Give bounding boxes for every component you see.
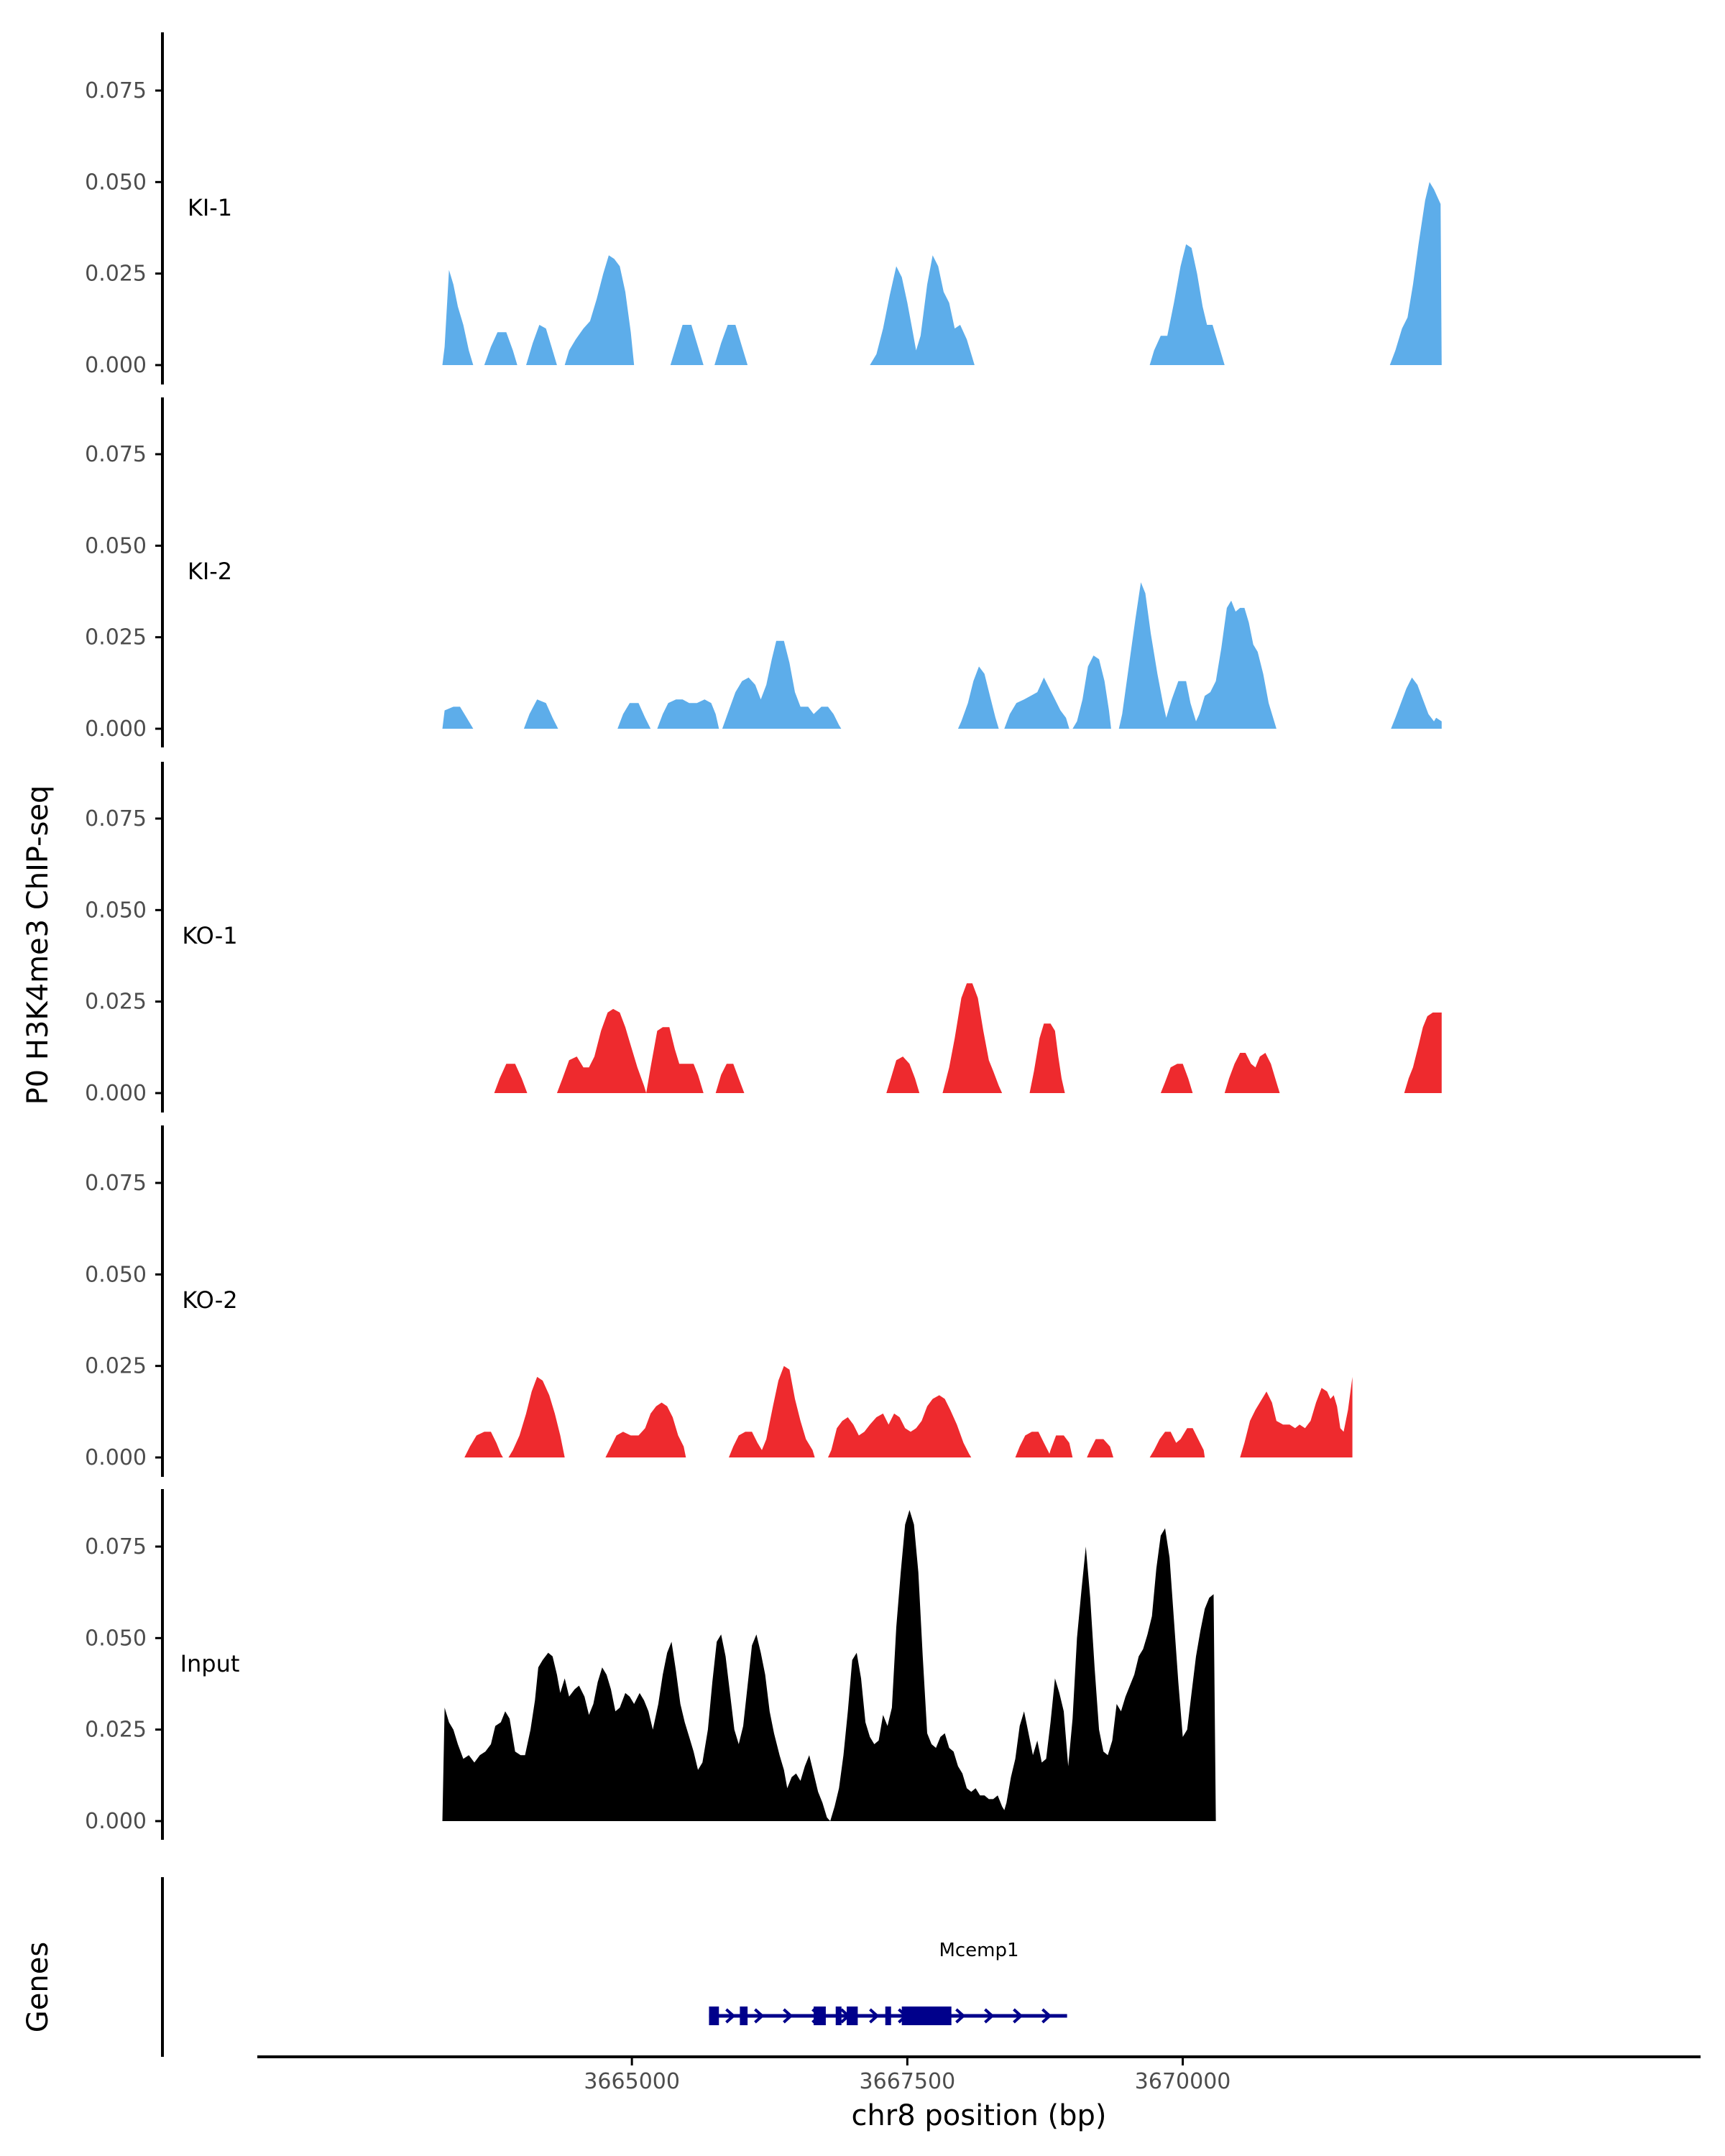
track-ki-1: 0.000 0.025 0.050 0.075 KI-1 [85, 32, 1442, 384]
y-tick-label: 0.000 [85, 1445, 147, 1470]
track-ki-2: 0.000 0.025 0.050 0.075 KI-2 [85, 397, 1442, 747]
track-label: KO-1 [182, 922, 237, 949]
strand-arrow [725, 2008, 736, 2024]
y-tick-label: 0.075 [85, 1534, 147, 1560]
y-tick-label: 0.075 [85, 806, 147, 831]
track-label: KO-2 [182, 1286, 237, 1314]
y-tick-label: 0.025 [85, 625, 147, 650]
x-tick-label: 3667500 [860, 2069, 956, 2094]
strand-arrow [1041, 2008, 1052, 2024]
strand-arrow [783, 2008, 794, 2024]
genes-track-label: Genes [22, 1942, 55, 2032]
x-tick-label: 3665000 [584, 2069, 680, 2094]
strand-arrow [1013, 2008, 1024, 2024]
coverage-area [442, 1510, 1216, 1821]
y-tick-label: 0.025 [85, 990, 147, 1015]
x-tick-label: 3670000 [1135, 2069, 1231, 2094]
y-tick-label: 0.050 [85, 170, 147, 195]
y-tick-label: 0.050 [85, 898, 147, 923]
track-label: Input [180, 1650, 240, 1677]
y-tick-label: 0.025 [85, 1354, 147, 1379]
y-axis-title: P0 H3K4me3 ChIP-seq [22, 786, 55, 1105]
strand-arrow [984, 2008, 995, 2024]
x-axis-title: chr8 position (bp) [851, 2099, 1106, 2132]
y-tick-label: 0.025 [85, 1718, 147, 1743]
gene-exon [709, 2007, 719, 2025]
track-label: KI-1 [188, 194, 232, 221]
gene-exon [814, 2007, 826, 2025]
y-tick-label: 0.075 [85, 442, 147, 467]
gene-exon [740, 2007, 748, 2025]
coverage-area [442, 582, 1442, 729]
y-tick-label: 0.075 [85, 78, 147, 103]
strand-arrow [955, 2008, 966, 2024]
gene-exon [835, 2007, 842, 2025]
track-ko-2: 0.000 0.025 0.050 0.075 KO-2 [85, 1125, 1353, 1477]
gene-exon [847, 2007, 858, 2025]
coverage-area [494, 983, 1442, 1093]
track-ko-1: 0.000 0.025 0.050 0.075 KO-1 [85, 762, 1442, 1112]
y-tick-label: 0.050 [85, 533, 147, 558]
y-tick-label: 0.000 [85, 717, 147, 742]
gene-name-label: Mcemp1 [939, 1940, 1018, 1961]
y-tick-label: 0.050 [85, 1262, 147, 1287]
y-tick-label: 0.000 [85, 1081, 147, 1106]
strand-arrow [754, 2008, 765, 2024]
coverage-area [442, 182, 1442, 365]
gene-exon [901, 2007, 952, 2025]
gene-exon [885, 2007, 891, 2025]
coverage-area [464, 1365, 1353, 1457]
track-input: 0.000 0.025 0.050 0.075 Input [85, 1489, 1216, 1840]
y-tick-label: 0.000 [85, 1809, 147, 1834]
y-tick-label: 0.050 [85, 1626, 147, 1651]
y-tick-label: 0.000 [85, 353, 147, 378]
y-tick-label: 0.025 [85, 262, 147, 287]
track-label: KI-2 [188, 558, 232, 585]
y-tick-label: 0.075 [85, 1171, 147, 1196]
strand-arrow [869, 2008, 880, 2024]
